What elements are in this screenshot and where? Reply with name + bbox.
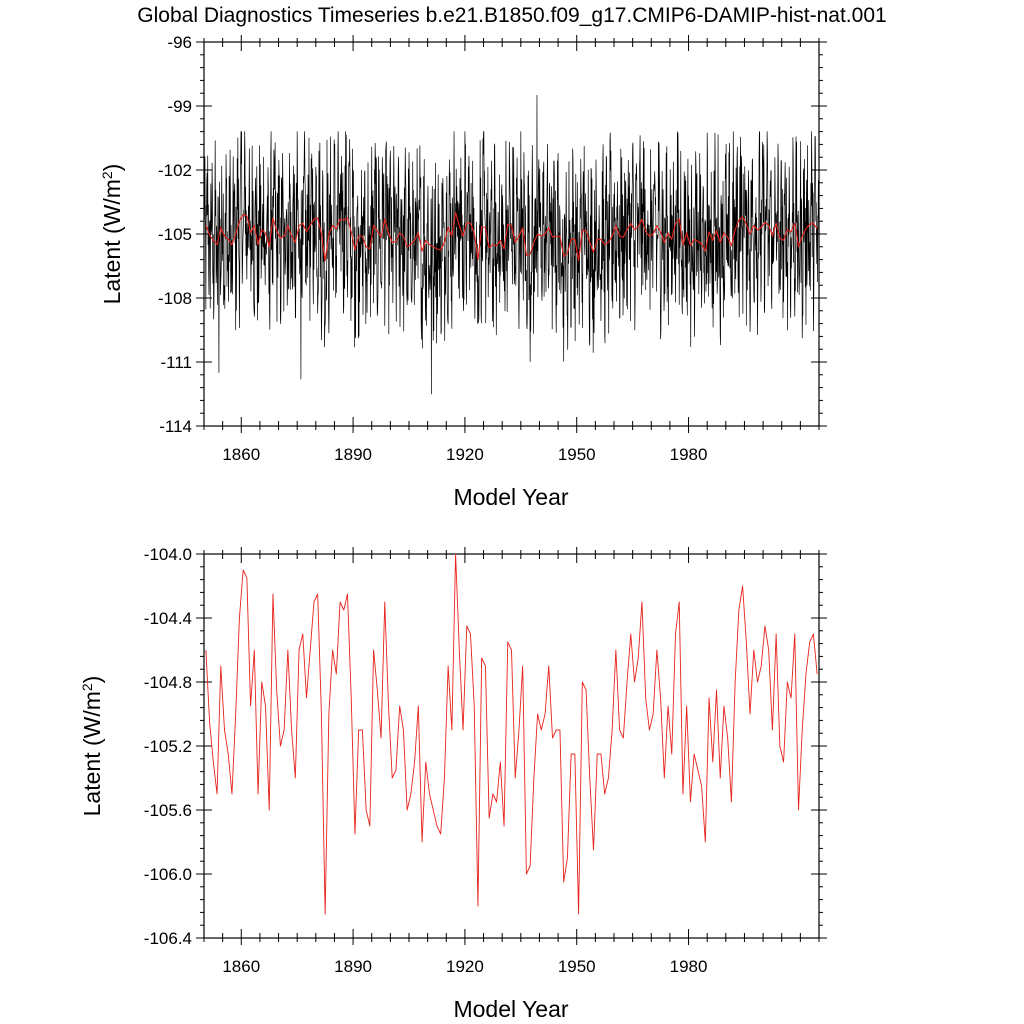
top-y-tick-label: -99: [167, 97, 192, 116]
bottom-y-tick-label: -105.2: [144, 737, 192, 756]
bottom-y-tick-label: -104.0: [144, 545, 192, 564]
bottom-y-tick-label: -105.6: [144, 801, 192, 820]
bottom-y-tick-label: -104.4: [144, 609, 192, 628]
bottom-x-tick-label: 1890: [334, 957, 372, 976]
annual-series-line-top: [205, 212, 818, 262]
top-y-tick-label: -114: [159, 417, 192, 436]
bottom-x-tick-label: 1980: [670, 957, 708, 976]
bottom-x-tick-label: 1950: [558, 957, 596, 976]
top-y-tick-label: -105: [158, 225, 192, 244]
bottom-y-axis-title: Latent (W/m2): [79, 676, 105, 817]
top-y-tick-label: -102: [158, 161, 192, 180]
bottom-x-tick-label: 1860: [222, 957, 260, 976]
top-panel: 1860 1890 1920 1950 1980 -114 -111 -108 -105 -102…: [99, 33, 827, 510]
top-x-tick-label: 1980: [670, 445, 708, 464]
bottom-y-tick-label: -104.8: [144, 673, 192, 692]
top-y-tick-label: -108: [158, 289, 192, 308]
top-plot-area: 1860 1890 1920 1950 1980 -114 -111 -108 -105 -102…: [158, 33, 827, 464]
top-x-tick-label: 1860: [222, 445, 260, 464]
figure-title: Global Diagnostics Timeseries b.e21.B185…: [137, 4, 886, 27]
bottom-plot-area: 1860 1890 1920 1950 1980 -106.4 -106.0 -105.6 -1…: [144, 545, 827, 976]
top-x-tick-label: 1950: [558, 445, 596, 464]
top-x-tick-label: 1890: [334, 445, 372, 464]
bottom-x-axis-title: Model Year: [453, 996, 568, 1022]
top-y-axis-title: Latent (W/m2): [99, 164, 125, 305]
top-y-tick-label: -96: [167, 33, 192, 52]
top-x-axis-title: Model Year: [453, 484, 568, 510]
monthly-series-line: [203, 94, 820, 395]
top-x-tick-label: 1920: [446, 445, 484, 464]
bottom-y-tick-label: -106.4: [144, 929, 192, 948]
bottom-panel: 1860 1890 1920 1950 1980 -106.4 -106.0 -105.6 -1…: [79, 545, 827, 1022]
bottom-x-tick-label: 1920: [446, 957, 484, 976]
bottom-y-tick-label: -106.0: [144, 865, 192, 884]
top-y-tick-label: -111: [160, 353, 192, 372]
annual-series-line-bottom: [205, 553, 818, 915]
